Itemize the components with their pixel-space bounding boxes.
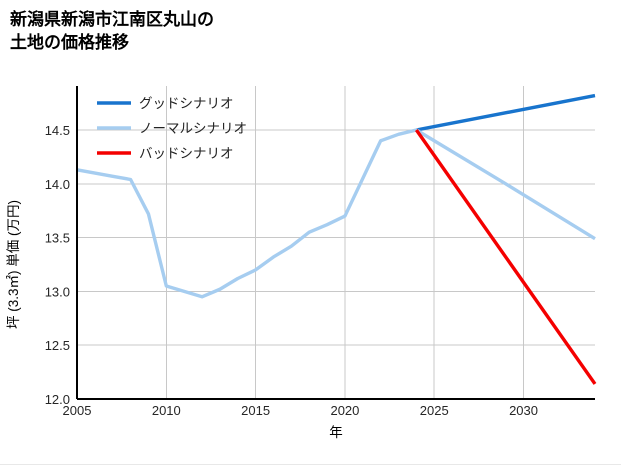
- chart-title: 新潟県新潟市江南区丸山の 土地の価格推移: [10, 10, 214, 53]
- legend-label-2: バッドシナリオ: [139, 146, 234, 161]
- y-tick-label-2: 13.0: [45, 284, 70, 299]
- y-tick-label-0: 12.0: [45, 392, 70, 407]
- x-tick-label-3: 2020: [330, 403, 359, 418]
- series-line-0: [416, 93, 596, 132]
- data-series-layer: [76, 93, 597, 385]
- legend-label-1: ノーマルシナリオ: [139, 121, 247, 136]
- x-tick-label-5: 2030: [509, 403, 538, 418]
- y-tick-label-4: 14.0: [45, 177, 70, 192]
- x-tick-label-2: 2015: [241, 403, 270, 418]
- legend-label-0: グッドシナリオ: [139, 96, 234, 111]
- x-axis-title: 年: [329, 425, 343, 440]
- y-axis-tick-labels: 12.0 12.5 13.0 13.5 14.0 14.5: [45, 123, 70, 407]
- x-axis-tick-labels: 2005 2010 2015 2020 2025 2030: [63, 403, 538, 418]
- series-line-1: [76, 128, 596, 299]
- y-tick-label-1: 12.5: [45, 338, 70, 353]
- series-line-2: [414, 129, 597, 385]
- grid-lines: [77, 86, 595, 399]
- x-tick-label-4: 2025: [420, 403, 449, 418]
- y-tick-label-5: 14.5: [45, 123, 70, 138]
- axis-spines: [75, 86, 595, 401]
- axis-titles: 年 坪 (3.3㎡) 単価 (万円): [6, 200, 343, 440]
- y-tick-label-3: 13.5: [45, 231, 70, 246]
- x-tick-label-0: 2005: [63, 403, 92, 418]
- y-axis-title: 坪 (3.3㎡) 単価 (万円): [6, 200, 21, 329]
- x-tick-label-1: 2010: [152, 403, 181, 418]
